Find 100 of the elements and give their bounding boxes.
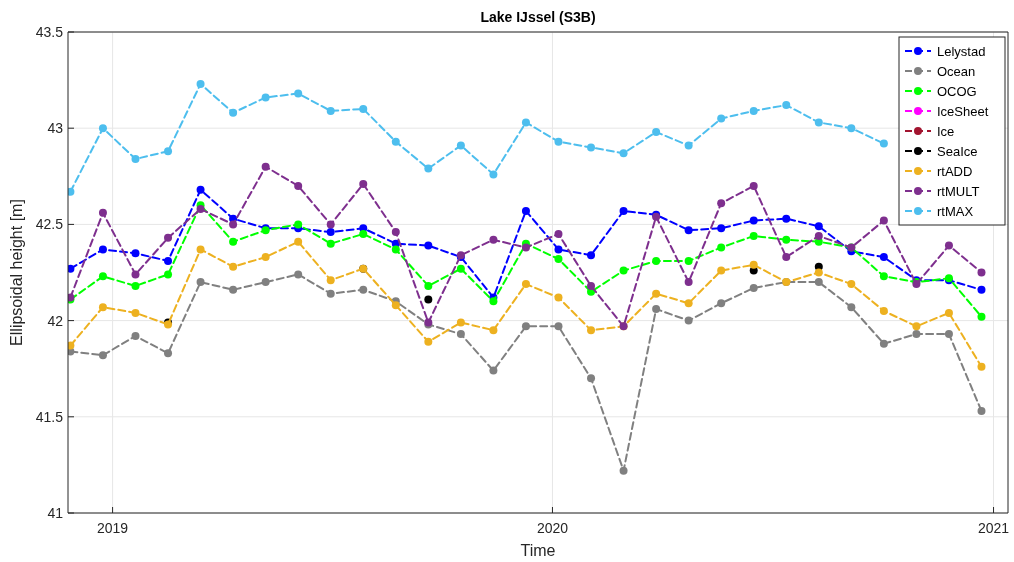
- point: [456, 141, 465, 150]
- point: [619, 149, 628, 158]
- x-axis-title: Time: [520, 542, 556, 559]
- point: [326, 228, 335, 237]
- point: [424, 164, 433, 173]
- point: [489, 366, 498, 375]
- point: [229, 220, 238, 229]
- point: [619, 206, 628, 215]
- point: [196, 185, 205, 194]
- point: [131, 249, 140, 258]
- point: [326, 220, 335, 229]
- x-tick-label: 2020: [536, 520, 569, 536]
- point: [814, 268, 823, 277]
- point: [391, 228, 400, 237]
- point: [326, 289, 335, 298]
- point: [587, 251, 596, 260]
- y-tick-label: 42: [47, 312, 64, 329]
- point: [944, 241, 953, 250]
- point: [587, 143, 596, 152]
- point: [131, 154, 140, 163]
- point: [98, 245, 107, 254]
- point: [521, 280, 530, 289]
- point: [619, 466, 628, 475]
- point: [294, 89, 303, 98]
- y-tick-label: 41.5: [35, 408, 64, 425]
- point: [977, 285, 986, 294]
- point: [196, 245, 205, 254]
- point: [944, 308, 953, 317]
- point: [814, 118, 823, 127]
- point: [619, 266, 628, 275]
- point: [229, 285, 238, 294]
- point: [912, 322, 921, 331]
- point: [294, 270, 303, 279]
- point: [587, 281, 596, 290]
- point: [684, 256, 693, 265]
- point: [326, 239, 335, 248]
- point: [652, 256, 661, 265]
- point: [164, 147, 173, 156]
- point: [684, 226, 693, 235]
- point: [489, 235, 498, 244]
- point: [164, 270, 173, 279]
- y-axis-title: Ellipsoidal height [m]: [8, 199, 25, 346]
- point: [847, 124, 856, 133]
- point: [587, 374, 596, 383]
- point: [68, 187, 75, 196]
- point: [684, 141, 693, 150]
- point: [554, 255, 563, 264]
- point: [359, 230, 368, 239]
- point: [261, 162, 270, 171]
- point: [294, 181, 303, 190]
- point: [554, 245, 563, 254]
- point: [391, 137, 400, 146]
- point: [652, 305, 661, 314]
- point: [684, 316, 693, 325]
- point: [424, 281, 433, 290]
- point: [749, 181, 758, 190]
- point: [164, 349, 173, 358]
- point: [98, 303, 107, 312]
- point: [456, 330, 465, 339]
- point: [717, 114, 726, 123]
- point: [294, 220, 303, 229]
- point: [424, 337, 433, 346]
- x-tick-label: 2019: [97, 520, 129, 536]
- point: [717, 224, 726, 233]
- point: [98, 208, 107, 217]
- point: [814, 222, 823, 231]
- point: [749, 106, 758, 115]
- point: [879, 339, 888, 348]
- point: [847, 280, 856, 289]
- point: [717, 199, 726, 208]
- point: [326, 276, 335, 285]
- point: [977, 362, 986, 371]
- point: [912, 330, 921, 339]
- point: [489, 170, 498, 179]
- point: [196, 278, 205, 287]
- y-tick-label: 42.5: [35, 216, 64, 233]
- point: [749, 216, 758, 225]
- point: [717, 266, 726, 275]
- point: [131, 270, 140, 279]
- point: [782, 214, 791, 223]
- point: [554, 137, 563, 146]
- point: [977, 312, 986, 321]
- point: [229, 108, 238, 117]
- legend-label: Lelystad: [937, 43, 986, 59]
- point: [879, 253, 888, 262]
- legend-label: rtMAX: [937, 203, 974, 219]
- point: [294, 237, 303, 246]
- point: [326, 106, 335, 115]
- point: [391, 245, 400, 254]
- point: [98, 124, 107, 133]
- legend-label: SeaIce: [937, 143, 978, 159]
- chart-title: Lake IJssel (S3B): [480, 9, 596, 25]
- point: [684, 278, 693, 287]
- legend-label: rtADD: [937, 163, 973, 179]
- y-tick-label: 43.5: [35, 23, 64, 40]
- legend-label: Ocean: [937, 63, 976, 79]
- point: [749, 260, 758, 269]
- point: [261, 253, 270, 262]
- point: [229, 262, 238, 271]
- point: [456, 264, 465, 273]
